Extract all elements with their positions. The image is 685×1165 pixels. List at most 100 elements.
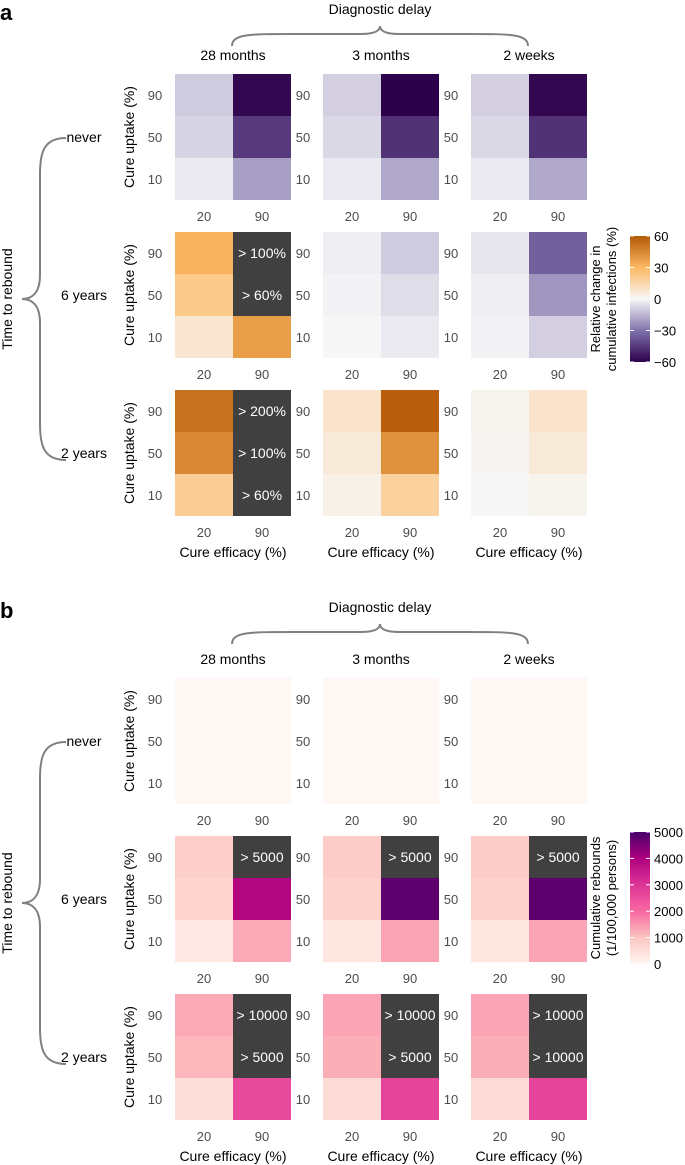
- x-tick-label: 20: [493, 971, 507, 986]
- cell-label: > 100%: [238, 445, 286, 461]
- heatmap-cell: [529, 1036, 587, 1078]
- heatmap-cell: [175, 474, 233, 516]
- heatmap-cell: [381, 762, 439, 804]
- heatmap-cell: [323, 74, 381, 116]
- heatmap-cell: [175, 720, 233, 762]
- column-facet-title: 2 weeks: [503, 651, 554, 667]
- x-tick-label: 20: [197, 971, 211, 986]
- heatmap-cell: [233, 316, 291, 358]
- heatmap-cell: [175, 274, 233, 316]
- y-tick-label: 10: [296, 934, 310, 949]
- heatmap-cell: [323, 678, 381, 720]
- heatmap-cell: [323, 920, 381, 962]
- legend-title-line: (1/100,000 persons): [604, 840, 619, 956]
- y-tick-label: 50: [296, 446, 310, 461]
- x-tick-label: 90: [255, 971, 269, 986]
- column-facet-title: 28 months: [200, 47, 265, 63]
- x-tick-label: 90: [551, 367, 565, 382]
- heatmap-cell: [175, 390, 233, 432]
- legend-title-line: cumulative infections (%): [604, 227, 619, 372]
- x-tick-label: 90: [551, 1129, 565, 1144]
- facet-0-0: 90 50 10 20 90 Cure uptake (%): [121, 678, 291, 828]
- facet-1-1: 90 50 10 20 90: [296, 232, 439, 382]
- heatmap-cell: [529, 474, 587, 516]
- heatmap-cell: [529, 878, 587, 920]
- heatmap-cell: [381, 994, 439, 1036]
- x-tick-label: 20: [493, 525, 507, 540]
- heatmap-cell: [529, 678, 587, 720]
- y-tick-label: 10: [148, 330, 162, 345]
- y-tick-label: 10: [444, 934, 458, 949]
- column-facet-title: 2 weeks: [503, 47, 554, 63]
- legend-colorbar: [630, 236, 650, 362]
- heatmap-cell: [471, 232, 529, 274]
- y-tick-label: 90: [148, 246, 162, 261]
- facet-0-2: 90 50 10 20 90: [444, 678, 587, 828]
- y-tick-label: 90: [296, 88, 310, 103]
- heatmap-cell: [233, 274, 291, 316]
- y-tick-label: 90: [444, 404, 458, 419]
- heatmap-cell: [175, 316, 233, 358]
- heatmap-cell: [323, 432, 381, 474]
- y-tick-label: 10: [444, 172, 458, 187]
- heatmap-cell: [381, 432, 439, 474]
- facet-2-0: > 10000 > 5000 90 50 10 20 90 Cure uptake (%) Cu…: [121, 994, 291, 1164]
- heatmap-cell: [529, 762, 587, 804]
- x-tick-label: 90: [403, 971, 417, 986]
- facet-2-0: > 200% > 100% > 60% 90 50 10 20 90 Cure uptake (…: [121, 390, 291, 560]
- x-axis-title: Cure efficacy (%): [475, 1148, 582, 1164]
- heatmap-cell: [381, 1036, 439, 1078]
- y-tick-label: 10: [148, 488, 162, 503]
- x-tick-label: 90: [403, 367, 417, 382]
- y-tick-label: 50: [444, 130, 458, 145]
- heatmap-cell: [381, 1078, 439, 1120]
- y-tick-label: 10: [148, 934, 162, 949]
- y-tick-label: 90: [444, 246, 458, 261]
- heatmap-cell: [233, 474, 291, 516]
- y-tick-label: 50: [148, 130, 162, 145]
- row-facet-title: never: [66, 733, 101, 749]
- y-axis-title: Cure uptake (%): [121, 1006, 137, 1108]
- heatmap-cell: [175, 994, 233, 1036]
- heatmap-cell: [529, 720, 587, 762]
- y-tick-label: 90: [444, 850, 458, 865]
- column-facet-title: 3 months: [352, 651, 410, 667]
- y-tick-label: 50: [296, 734, 310, 749]
- y-tick-label: 50: [444, 892, 458, 907]
- y-tick-label: 10: [148, 776, 162, 791]
- heatmap-cell: [471, 762, 529, 804]
- cell-label: > 10000: [385, 1007, 436, 1023]
- legend-tick-label: 0: [654, 957, 661, 972]
- x-tick-label: 20: [197, 813, 211, 828]
- heatmap-cell: [471, 116, 529, 158]
- facet-2-2: > 10000 > 10000 90 50 10 20 90 Cure efficacy (%…: [444, 994, 587, 1164]
- y-tick-label: 50: [148, 734, 162, 749]
- legend-tick-label: 60: [654, 229, 668, 244]
- heatmap-cell: [233, 1036, 291, 1078]
- y-tick-label: 10: [444, 1092, 458, 1107]
- left-brace: [21, 741, 67, 1065]
- heatmap-cell: [381, 316, 439, 358]
- heatmap-cell: [381, 474, 439, 516]
- y-tick-label: 50: [148, 288, 162, 303]
- heatmap-cell: [471, 994, 529, 1036]
- row-facet-title: never: [66, 129, 101, 145]
- diagnostic-delay-title: Diagnostic delay: [329, 599, 432, 615]
- panel-a: a Diagnostic delay 28 months 3 months 2 week…: [0, 0, 676, 560]
- facet-1-2: 90 50 10 20 90: [444, 232, 587, 382]
- facet-1-0: > 100% > 60% 90 50 10 20 90 Cure uptake (%): [121, 232, 291, 382]
- facet-2-1: 90 50 10 20 90 Cure efficacy (%): [296, 390, 439, 560]
- cell-label: > 200%: [238, 403, 286, 419]
- x-tick-label: 90: [551, 525, 565, 540]
- heatmap-cell: [175, 116, 233, 158]
- left-brace: [21, 137, 67, 461]
- heatmap-cell: [175, 158, 233, 200]
- heatmap-cell: [233, 678, 291, 720]
- panel-letter: a: [0, 0, 13, 25]
- heatmap-cell: [529, 158, 587, 200]
- facet-0-1: 90 50 10 20 90: [296, 678, 439, 828]
- heatmap-cell: [381, 720, 439, 762]
- x-tick-label: 90: [403, 813, 417, 828]
- x-tick-label: 90: [255, 525, 269, 540]
- cell-label: > 10000: [533, 1049, 584, 1065]
